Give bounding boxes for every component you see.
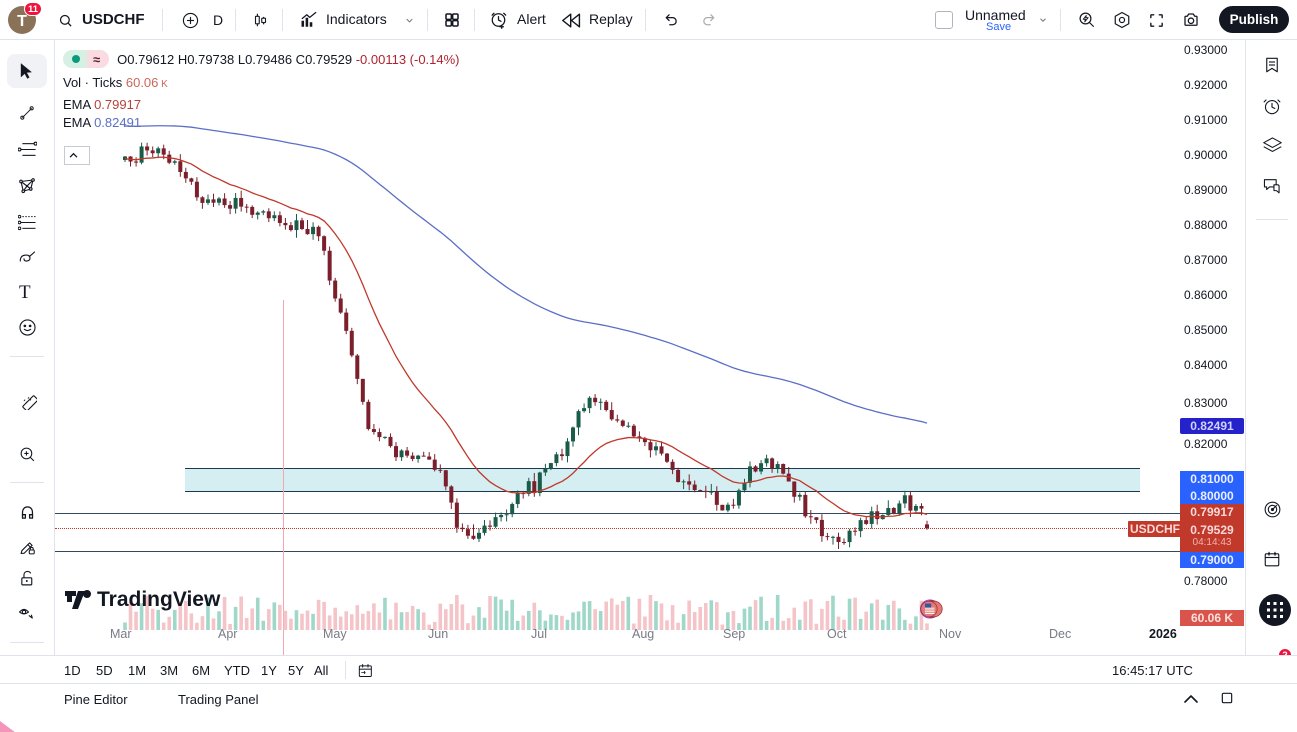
- svg-text:T: T: [17, 13, 27, 30]
